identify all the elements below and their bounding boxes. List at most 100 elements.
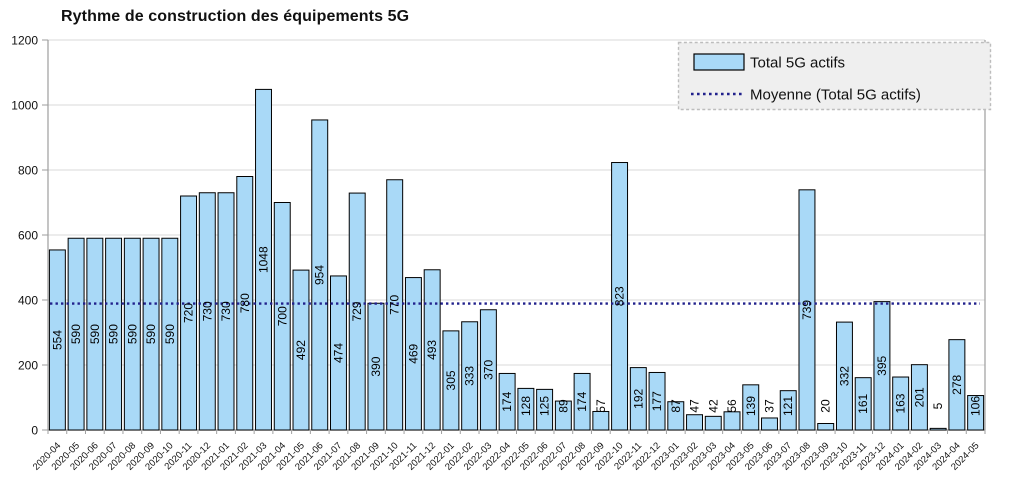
bar-value-label: 823 (613, 286, 627, 306)
bar-value-label: 780 (238, 293, 252, 313)
bar[interactable] (48, 249, 66, 431)
bar[interactable] (161, 237, 179, 431)
bar[interactable] (573, 372, 591, 431)
bar[interactable] (386, 179, 404, 431)
bar-value-label: 370 (481, 360, 495, 380)
bar-value-label: 590 (69, 324, 83, 344)
bar-value-label: 192 (631, 388, 645, 408)
bar[interactable] (461, 321, 479, 431)
bar[interactable] (142, 237, 160, 431)
bar-value-label: 333 (463, 366, 477, 386)
bar-value-label: 590 (107, 324, 121, 344)
bar[interactable] (873, 301, 891, 431)
y-axis-tick-label: 400 (18, 294, 38, 308)
bar-value-label: 590 (144, 324, 158, 344)
bar[interactable] (180, 195, 198, 431)
bar-value-label: 739 (800, 300, 814, 320)
legend-item-total-5g[interactable]: Total 5G actifs (693, 53, 845, 72)
bar[interactable] (723, 411, 741, 431)
bar-value-label: 770 (388, 295, 402, 315)
bar[interactable] (348, 192, 366, 431)
bar[interactable] (404, 277, 422, 431)
bar[interactable] (517, 387, 535, 431)
bar-value-label: 42 (706, 399, 720, 413)
legend: Total 5G actifs Moyenne (Total 5G actifs) (677, 41, 992, 111)
bar[interactable] (479, 309, 497, 431)
y-axis-tick-label: 600 (18, 229, 38, 243)
bar-value-label: 125 (538, 396, 552, 416)
bar-value-label: 590 (163, 324, 177, 344)
bar[interactable] (892, 376, 910, 431)
y-axis-tick-label: 800 (18, 164, 38, 178)
bar[interactable] (292, 269, 310, 431)
y-axis-tick-label: 1000 (11, 99, 38, 113)
bar[interactable] (967, 395, 985, 431)
bar-value-label: 174 (575, 391, 589, 411)
bar-value-label: 87 (669, 399, 683, 413)
bar[interactable] (611, 162, 629, 431)
bar[interactable] (498, 372, 516, 431)
bar[interactable] (330, 275, 347, 431)
bar-value-label: 56 (725, 399, 739, 413)
bar-value-label: 89 (556, 399, 570, 413)
bar[interactable] (255, 88, 272, 431)
bar-value-label: 729 (350, 301, 364, 321)
bar-value-label: 20 (819, 399, 833, 413)
bar-value-label: 106 (969, 396, 983, 416)
bar[interactable] (198, 192, 216, 431)
bar[interactable] (798, 189, 816, 431)
bar[interactable] (742, 384, 760, 431)
bar-value-label: 37 (762, 399, 776, 413)
bar-value-label: 554 (50, 330, 64, 350)
bar-value-label: 57 (594, 399, 608, 413)
bar[interactable] (423, 269, 441, 431)
bar[interactable] (554, 400, 572, 431)
legend-label-total-5g: Total 5G actifs (750, 55, 845, 72)
bar[interactable] (217, 192, 235, 431)
bar[interactable] (536, 388, 554, 431)
legend-bar-swatch (693, 53, 745, 71)
bar[interactable] (667, 401, 685, 431)
bar[interactable] (854, 377, 872, 431)
bar[interactable] (817, 423, 835, 431)
bar-value-label: 1048 (257, 246, 271, 273)
bar[interactable] (779, 390, 797, 431)
bar-value-label: 139 (744, 396, 758, 416)
bar-value-label: 128 (519, 396, 533, 416)
bar-value-label: 493 (425, 340, 439, 360)
bar-value-label: 305 (444, 370, 458, 390)
bar-value-label: 47 (688, 399, 702, 413)
bar[interactable] (704, 415, 722, 431)
bar[interactable] (761, 417, 778, 431)
bar[interactable] (86, 237, 104, 431)
bar[interactable] (311, 119, 329, 431)
bar-value-label: 161 (856, 394, 870, 414)
bar[interactable] (592, 410, 610, 431)
legend-item-moyenne[interactable]: Moyenne (Total 5G actifs) (691, 87, 921, 104)
bar-value-label: 474 (331, 343, 345, 363)
bar[interactable] (67, 237, 85, 431)
bar-value-label: 395 (875, 355, 889, 375)
bar[interactable] (105, 237, 123, 431)
bar[interactable] (686, 414, 703, 431)
bar-value-label: 469 (406, 343, 420, 363)
bar[interactable] (273, 202, 291, 431)
bar[interactable] (910, 364, 928, 431)
bar[interactable] (929, 427, 947, 431)
bar-value-label: 177 (650, 391, 664, 411)
bar-value-label: 492 (294, 340, 308, 360)
bar-value-label: 730 (200, 301, 214, 321)
bar-value-label: 590 (125, 324, 139, 344)
bar[interactable] (835, 321, 853, 431)
bar-value-label: 730 (219, 301, 233, 321)
bar[interactable] (629, 367, 647, 431)
bar-value-label: 720 (182, 303, 196, 323)
bar-value-label: 163 (894, 393, 908, 413)
bar[interactable] (442, 330, 460, 431)
bar-value-label: 174 (500, 391, 514, 411)
bar[interactable] (648, 371, 666, 431)
bar-value-label: 278 (950, 374, 964, 394)
bar[interactable] (123, 237, 141, 431)
bar[interactable] (948, 339, 966, 431)
